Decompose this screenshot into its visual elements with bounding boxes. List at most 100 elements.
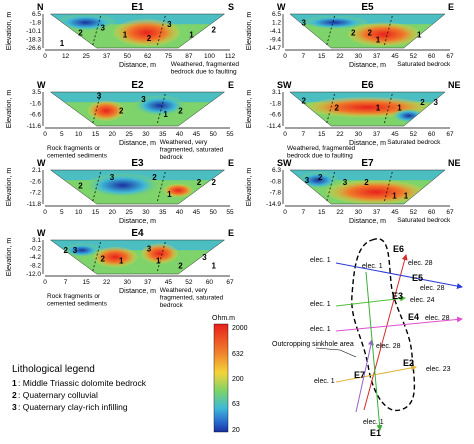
zone-number: 1 <box>167 190 172 199</box>
zone-number: 1 <box>163 110 168 119</box>
colorbar-unit: Ohm.m <box>212 315 235 322</box>
x-tick-label: 22 <box>336 209 344 216</box>
zone-number: 2 <box>335 103 340 112</box>
x-tick-label: 100 <box>204 53 215 60</box>
legend-item-number: 1 <box>12 378 17 388</box>
x-tick-label: 15 <box>92 131 100 138</box>
profile-label-e2: E2 <box>403 358 414 368</box>
x-tick-label: 60 <box>428 131 436 138</box>
x-tick-label: 30 <box>142 209 150 216</box>
x-tick-label: 55 <box>226 209 234 216</box>
x-tick-label: 30 <box>124 279 132 286</box>
x-tick-label: 0 <box>43 53 47 60</box>
zone-number: 3 <box>141 95 146 104</box>
zone-number: 1 <box>212 262 217 271</box>
x-tick-label: 15 <box>318 131 326 138</box>
y-axis-label: Elevation, m <box>246 90 253 129</box>
zone-number: 3 <box>110 173 115 182</box>
x-tick-label: 60 <box>428 53 436 60</box>
x-axis-label: Distance, m <box>349 140 386 147</box>
x-tick-label: 10 <box>75 209 83 216</box>
x-tick-label: 87 <box>185 53 193 60</box>
electrode-label: elec. 24 <box>410 297 435 304</box>
zone-number: 1 <box>119 256 124 265</box>
y-tick-label: -8.2 <box>30 263 42 270</box>
x-tick-label: 60 <box>206 279 214 286</box>
electrode-label: elec. 1 <box>362 263 383 270</box>
x-tick-label: 37 <box>144 279 152 286</box>
profile-line-e2 <box>335 364 417 383</box>
panel-title: E4 <box>131 228 144 239</box>
sinkhole-area-label: Outcropping sinkhole area <box>272 341 354 348</box>
zone-number: 2 <box>364 178 369 187</box>
electrode-label: elec. 28 <box>376 343 401 350</box>
y-tick-label: -0.8 <box>270 178 282 185</box>
electrode-label: elec. 1 <box>310 257 331 264</box>
x-tick-label: 15 <box>92 209 100 216</box>
zone-number: 1 <box>156 256 161 265</box>
section-annotation: Weathered, fragmented bedrock due to faul… <box>287 145 356 160</box>
y-tick-label: -1.8 <box>270 100 282 107</box>
x-tick-label: 7 <box>302 53 306 60</box>
panel-title: E1 <box>131 2 144 13</box>
profile-label-e7: E7 <box>354 370 365 380</box>
panel-title: E6 <box>361 80 374 91</box>
y-tick-label: 3.5 <box>32 89 41 96</box>
sinkhole-outline <box>351 238 416 412</box>
zone-number: 2 <box>78 181 83 190</box>
y-tick-label: -11.4 <box>267 123 282 130</box>
y-tick-label: 2.1 <box>32 167 41 174</box>
zone-number: 3 <box>167 20 172 29</box>
electrode-label: elec. 28 <box>425 315 450 322</box>
y-axis-label: Elevation, m <box>246 12 253 51</box>
y-axis-label: Elevation, m <box>6 238 13 277</box>
y-tick-label: -9.4 <box>270 37 282 44</box>
x-tick-label: 50 <box>210 131 218 138</box>
x-axis-label: Distance, m <box>349 218 386 225</box>
y-tick-label: -6.6 <box>270 112 282 119</box>
x-tick-label: 112 <box>225 53 236 60</box>
x-tick-label: 10 <box>75 131 83 138</box>
x-tick-label: 67 <box>446 209 454 216</box>
y-tick-label: -7.8 <box>270 190 282 197</box>
zone-number: 2 <box>178 107 183 116</box>
y-tick-label: -26.6 <box>26 45 41 52</box>
x-tick-label: 5 <box>60 131 64 138</box>
y-tick-label: -11.6 <box>27 123 42 130</box>
colorbar-value: 63 <box>232 401 240 408</box>
zone-number: 3 <box>434 98 439 107</box>
resistivity-section <box>289 170 446 204</box>
resistivity-section <box>50 170 225 204</box>
x-tick-label: 30 <box>355 53 363 60</box>
direction-left: W <box>277 2 286 12</box>
direction-left: W <box>37 158 46 168</box>
zone-number: 3 <box>73 246 78 255</box>
section-annotation: Saturated bedrock <box>387 139 441 146</box>
zone-number: 3 <box>202 253 207 262</box>
x-tick-label: 0 <box>43 131 47 138</box>
x-tick-label: 52 <box>410 209 418 216</box>
x-axis-label: Distance, m <box>119 288 156 295</box>
x-tick-label: 37 <box>373 131 381 138</box>
zone-number: 2 <box>152 173 157 182</box>
x-tick-label: 30 <box>355 209 363 216</box>
zone-number: 2 <box>318 173 323 182</box>
zone-number: 1 <box>376 103 381 112</box>
zone-number: 2 <box>78 29 83 38</box>
y-tick-label: -6.6 <box>30 112 42 119</box>
panel-e3: 23 212 20 5 10 15 20 25 30 35 40 45 50 552.1-2.6-7.2-… <box>6 158 234 225</box>
x-tick-label: 67 <box>446 53 454 60</box>
y-tick-label: -11.8 <box>27 201 42 208</box>
colorbar-value: 200 <box>232 376 244 383</box>
y-tick-label: -18.3 <box>26 37 41 44</box>
zone-number: 2 <box>119 107 124 116</box>
colorbar: Ohm.m 2000 632 200 63 20 <box>212 315 248 434</box>
y-tick-label: -4.1 <box>270 28 282 35</box>
resistivity-section <box>289 92 446 126</box>
direction-right: E <box>448 2 454 12</box>
legend-item-text: : Middle Triassic dolomite bedrock <box>18 378 147 388</box>
profile-label-e6: E6 <box>393 244 404 254</box>
x-tick-label: 0 <box>43 279 47 286</box>
zone-number: 3 <box>343 178 348 187</box>
